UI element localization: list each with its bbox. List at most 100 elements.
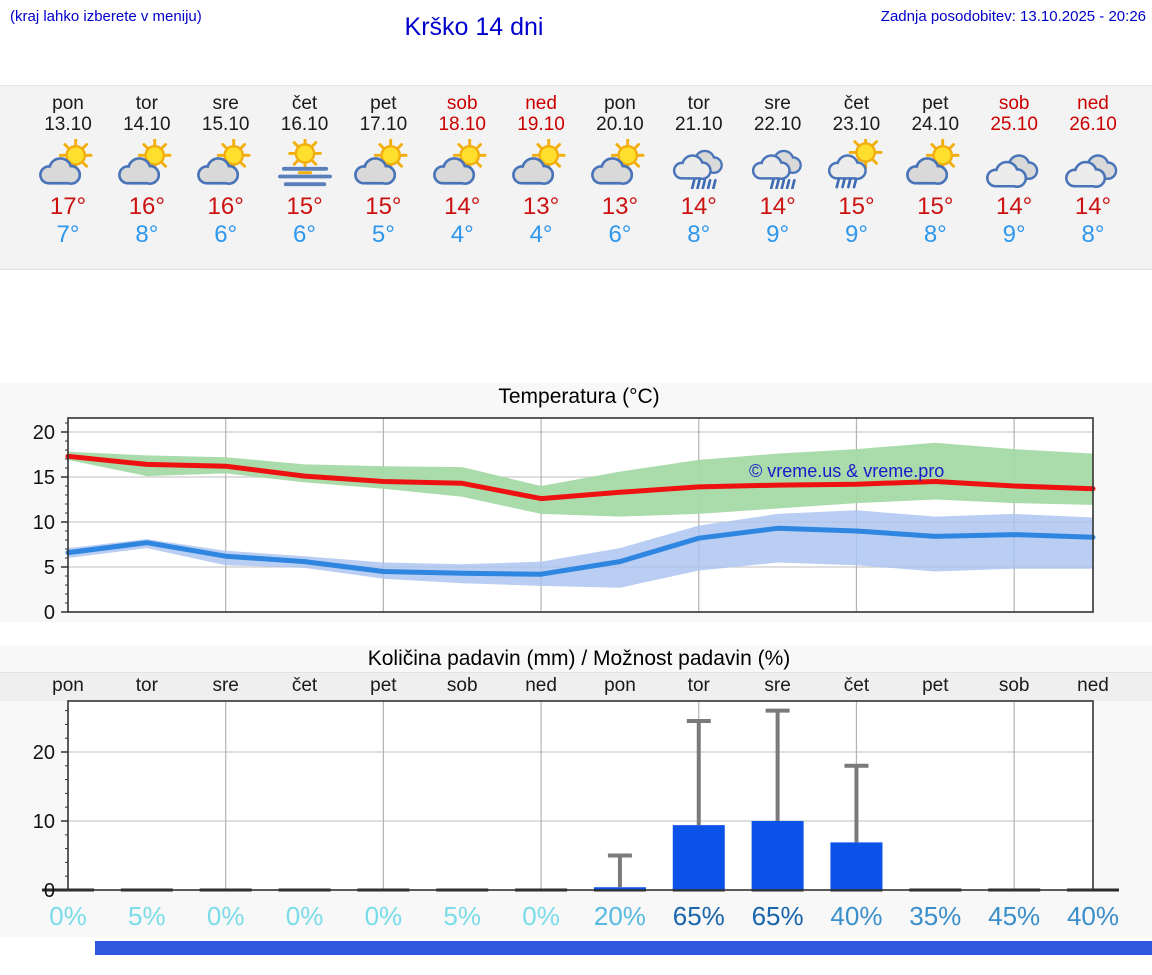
day-max-temp: 14° <box>759 193 796 220</box>
day-max-temp: 15° <box>365 193 402 220</box>
cloudy-icon <box>983 139 1045 189</box>
day-max-temp: 15° <box>838 193 875 220</box>
day-min-temp: 4° <box>450 221 474 248</box>
precip-day-label: tor <box>687 675 710 696</box>
forecast-day[interactable]: ned 19.10 13° 4° <box>502 86 580 248</box>
day-min-temp: 6° <box>293 221 316 248</box>
day-max-temp: 14° <box>680 193 717 220</box>
precip-probability-label: 0% <box>206 901 245 931</box>
day-name: pet <box>370 93 397 114</box>
precip-day-label: čet <box>843 675 870 696</box>
precip-probability-label: 0% <box>522 901 560 931</box>
precip-day-label: sob <box>446 675 478 696</box>
last-updated: Zadnja posodobitev: 13.10.2025 - 20:26 <box>880 8 1146 25</box>
day-date: 16.10 <box>280 114 329 135</box>
sun-cloud-icon <box>116 139 178 189</box>
day-date: 20.10 <box>596 114 644 135</box>
sun-cloud-icon <box>352 139 414 189</box>
svg-text:0: 0 <box>44 602 55 620</box>
forecast-strip: pon 13.10 17° 7° tor 14.10 16° 8° sre 15… <box>0 85 1152 270</box>
day-min-temp: 7° <box>56 221 80 248</box>
precip-day-label: pon <box>604 675 636 696</box>
precip-probability-label: 40% <box>830 901 883 931</box>
sun-cloud-icon <box>195 139 257 189</box>
day-max-temp: 14° <box>995 193 1033 220</box>
svg-text:0: 0 <box>44 880 55 902</box>
day-min-temp: 8° <box>1081 221 1105 248</box>
precip-day-label: sob <box>998 675 1030 696</box>
day-max-temp: 14° <box>1074 193 1112 220</box>
forecast-day[interactable]: tor 21.10 14° 8° <box>660 86 738 248</box>
precip-day-label: pet <box>370 675 397 696</box>
day-name: pon <box>604 93 636 114</box>
forecast-day[interactable]: pon 13.10 17° 7° <box>29 86 107 248</box>
precip-day-label: sre <box>212 675 239 696</box>
forecast-day[interactable]: tor 14.10 16° 8° <box>108 86 186 248</box>
precip-probability-label: 35% <box>909 901 962 931</box>
day-name: sre <box>212 93 239 114</box>
day-min-temp: 8° <box>135 221 159 248</box>
day-min-temp: 5° <box>371 221 395 248</box>
day-date: 26.10 <box>1069 114 1117 135</box>
temperature-chart-title: Temperatura (°C) <box>498 385 660 408</box>
day-max-temp: 16° <box>128 193 165 220</box>
day-date: 14.10 <box>123 114 171 135</box>
day-max-temp: 17° <box>49 193 87 220</box>
forecast-day[interactable]: čet 16.10 15° 6° <box>266 86 344 248</box>
day-date: 21.10 <box>674 114 723 135</box>
day-min-temp: 8° <box>923 221 947 248</box>
temperature-chart: 0 5 10 15 20 <box>33 417 1096 620</box>
precip-probability-label: 40% <box>1066 901 1120 931</box>
forecast-day[interactable]: sre 22.10 14° 9° <box>739 86 817 248</box>
rain-icon <box>668 139 730 189</box>
forecast-day[interactable]: pet 17.10 15° 5° <box>344 86 422 248</box>
forecast-day[interactable]: sre 15.10 16° 6° <box>187 86 265 248</box>
forecast-day[interactable]: sob 25.10 14° 9° <box>975 86 1053 248</box>
location-hint: (kraj lahko izberete v meniju) <box>10 8 202 25</box>
day-name: čet <box>291 93 318 114</box>
day-date: 15.10 <box>201 114 250 135</box>
forecast-day[interactable]: pon 20.10 13° 6° <box>581 86 659 248</box>
precip-probability-row: 0% 5% 0% 0% 0% 5% 0% 20% 65% 65% 40% 35% 45% 40% <box>0 901 1152 933</box>
forecast-day[interactable]: pet 24.10 15° 8° <box>896 86 974 248</box>
day-name: sob <box>446 93 478 114</box>
day-max-temp: 14° <box>444 193 481 220</box>
day-date: 18.10 <box>438 114 486 135</box>
day-date: 17.10 <box>359 114 408 135</box>
day-max-temp: 13° <box>601 193 639 220</box>
sun-rain-icon <box>825 139 887 189</box>
day-min-temp: 6° <box>214 221 238 248</box>
svg-text:5: 5 <box>44 557 55 579</box>
precip-chart-title: Količina padavin (mm) / Možnost padavin … <box>367 647 791 670</box>
precip-day-label: sre <box>764 675 791 696</box>
day-name: tor <box>135 93 158 114</box>
watermark-link[interactable]: © vreme.us & vreme.pro <box>749 461 945 481</box>
day-date: 25.10 <box>990 114 1038 135</box>
precip-day-label: čet <box>291 675 318 696</box>
precip-probability-label: 65% <box>672 901 725 931</box>
sun-cloud-icon <box>431 139 493 189</box>
precip-probability-label: 45% <box>988 901 1041 931</box>
day-date: 19.10 <box>517 114 565 135</box>
precip-probability-label: 0% <box>49 901 87 931</box>
forecast-day[interactable]: sob 18.10 14° 4° <box>423 86 501 248</box>
day-name: ned <box>525 93 557 114</box>
day-name: pon <box>52 93 84 114</box>
day-date: 24.10 <box>911 114 960 135</box>
precip-day-label: tor <box>135 675 158 696</box>
day-min-temp: 4° <box>529 221 553 248</box>
forecast-day[interactable]: čet 23.10 15° 9° <box>817 86 895 248</box>
precip-probability-label: 20% <box>593 901 646 931</box>
day-min-temp: 8° <box>687 221 711 248</box>
day-name: tor <box>687 93 710 114</box>
precip-day-label: ned <box>1077 675 1109 696</box>
precip-probability-label: 0% <box>364 901 403 931</box>
footer-bar <box>95 941 1152 955</box>
day-date: 13.10 <box>44 114 92 135</box>
svg-text:20: 20 <box>33 742 55 764</box>
day-max-temp: 15° <box>917 193 954 220</box>
precipitation-chart: 0 10 20 <box>33 700 1119 902</box>
fog-sun-icon <box>274 139 336 189</box>
day-min-temp: 6° <box>608 221 632 248</box>
forecast-day[interactable]: ned 26.10 14° 8° <box>1054 86 1132 248</box>
